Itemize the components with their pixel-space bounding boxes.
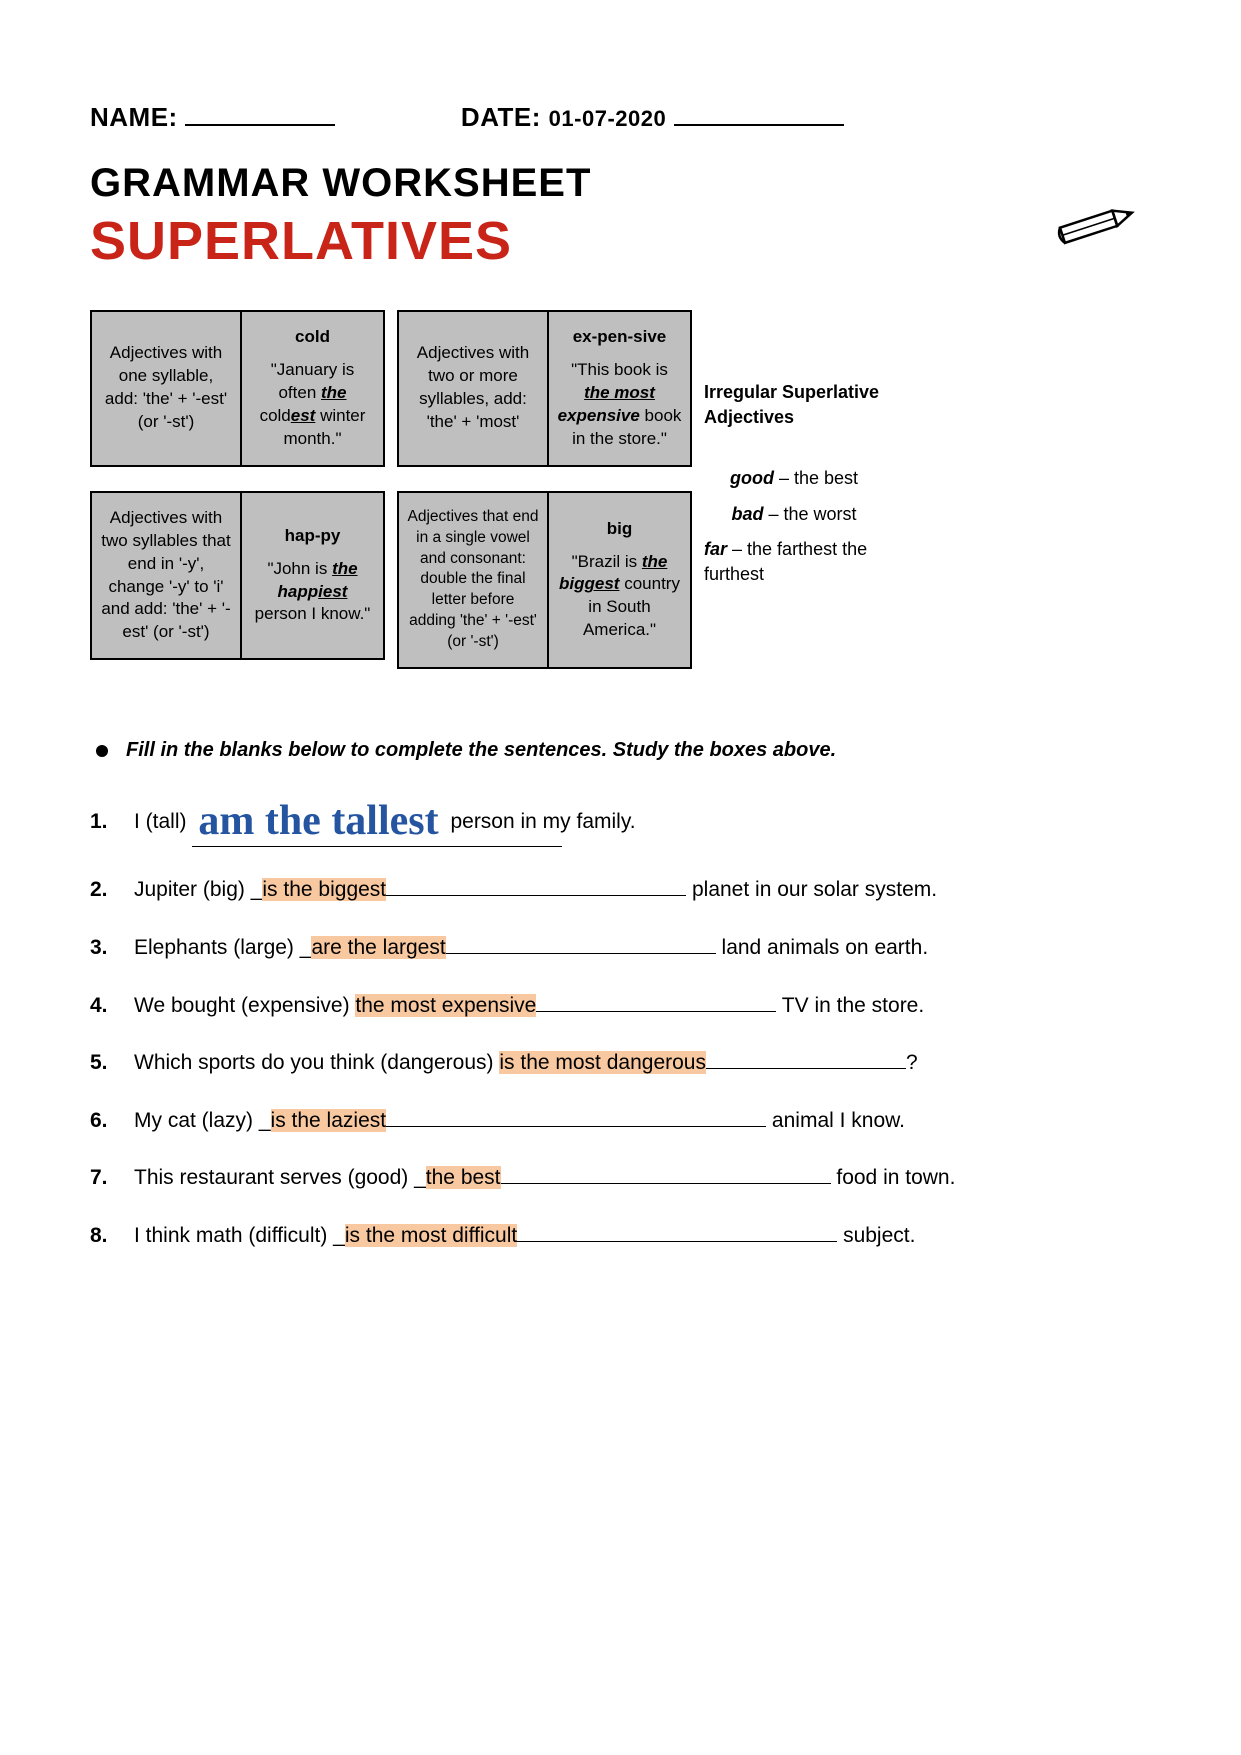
question-post: planet in our solar system. <box>686 878 937 901</box>
blank-line[interactable] <box>386 1106 766 1127</box>
blank-line[interactable] <box>706 1048 906 1069</box>
answer-highlight: is the laziest <box>271 1109 387 1132</box>
answer-highlight: the best <box>426 1166 501 1189</box>
question-row: 3. Elephants (large) _are the largest lan… <box>90 931 1151 965</box>
name-blank[interactable] <box>185 100 335 126</box>
answer-highlight: is the biggest <box>262 878 386 901</box>
irregular-box: Irregular Superlative Adjectives good – … <box>704 310 884 669</box>
instruction-text: Fill in the blanks below to complete the… <box>126 739 836 762</box>
question-number: 5. <box>90 1051 120 1075</box>
question-body: We bought (expensive) the most expensive… <box>134 989 1151 1023</box>
question-number: 1. <box>90 810 120 834</box>
answer-highlight: are the largest <box>311 936 445 959</box>
question-pre: I (tall) <box>134 810 192 833</box>
instruction-line: Fill in the blanks below to complete the… <box>90 739 1151 762</box>
worksheet-title-1: GRAMMAR WORKSHEET <box>90 161 591 206</box>
rule-1-example: cold "January is often the coldest winte… <box>240 310 385 467</box>
question-pre: My cat (lazy) _ <box>134 1109 271 1132</box>
rules-grid: Adjectives with one syllable, add: 'the'… <box>90 310 1151 669</box>
question-post: food in town. <box>831 1166 956 1189</box>
question-body: This restaurant serves (good) _the best … <box>134 1161 1151 1195</box>
date-blank[interactable] <box>674 100 844 126</box>
blank-line[interactable] <box>501 1163 831 1184</box>
irregular-item-far: far – the farthest the furthest <box>704 537 884 587</box>
irregular-heading: Irregular Superlative Adjectives <box>704 380 884 430</box>
rule-row-2: Adjectives with two or more syllables, a… <box>397 310 692 467</box>
question-row: 2. Jupiter (big) _is the biggest planet i… <box>90 873 1151 907</box>
date-value: 01-07-2020 <box>549 106 667 131</box>
question-post: subject. <box>837 1224 915 1247</box>
answer-highlight: the most expensive <box>355 994 536 1017</box>
question-number: 3. <box>90 936 120 960</box>
blank-line[interactable] <box>446 933 716 954</box>
question-post: TV in the store. <box>776 994 924 1017</box>
question-row: 1. I (tall) am the tallest person in my f… <box>90 782 1151 849</box>
rule-2-example: ex-pen-sive "This book is the most expen… <box>547 310 692 467</box>
question-post: ? <box>906 1051 918 1074</box>
question-pre: We bought (expensive) <box>134 994 355 1017</box>
question-body: Jupiter (big) _is the biggest planet in … <box>134 873 1151 907</box>
question-body: Elephants (large) _are the largest land … <box>134 931 1151 965</box>
rule-3-text: Adjectives with two syllables that end i… <box>90 491 240 661</box>
answer-handwritten: am the tallest <box>192 798 444 844</box>
title-row: GRAMMAR WORKSHEET SUPERLATIVES <box>90 161 1151 272</box>
question-row: 5. Which sports do you think (dangerous) … <box>90 1046 1151 1080</box>
question-body: I (tall) am the tallest person in my fam… <box>134 782 1151 849</box>
rule-1-text: Adjectives with one syllable, add: 'the'… <box>90 310 240 467</box>
questions-list: 1. I (tall) am the tallest person in my f… <box>90 782 1151 1252</box>
question-number: 7. <box>90 1166 120 1190</box>
rule-row-4: Adjectives that end in a single vowel an… <box>397 491 692 669</box>
question-body: My cat (lazy) _is the laziest animal I k… <box>134 1104 1151 1138</box>
answer-highlight: is the most dangerous <box>499 1051 706 1074</box>
question-number: 4. <box>90 994 120 1018</box>
rule-row-1: Adjectives with one syllable, add: 'the'… <box>90 310 385 467</box>
question-row: 6. My cat (lazy) _is the laziest animal I… <box>90 1104 1151 1138</box>
pencil-icon <box>1041 191 1141 266</box>
question-pre: Elephants (large) _ <box>134 936 311 959</box>
answer-highlight: is the most difficult <box>345 1224 517 1247</box>
rule-4-example: big "Brazil is the biggest country in So… <box>547 491 692 669</box>
rule-4-text: Adjectives that end in a single vowel an… <box>397 491 547 669</box>
question-pre: This restaurant serves (good) _ <box>134 1166 426 1189</box>
question-number: 2. <box>90 878 120 902</box>
question-number: 6. <box>90 1109 120 1133</box>
question-row: 7. This restaurant serves (good) _the bes… <box>90 1161 1151 1195</box>
question-pre: Which sports do you think (dangerous) <box>134 1051 499 1074</box>
question-post: land animals on earth. <box>716 936 928 959</box>
bullet-icon <box>96 745 108 757</box>
question-row: 8. I think math (difficult) _is the most … <box>90 1219 1151 1253</box>
blank-line[interactable] <box>536 991 776 1012</box>
rule-2-text: Adjectives with two or more syllables, a… <box>397 310 547 467</box>
question-body: I think math (difficult) _is the most di… <box>134 1219 1151 1253</box>
rule-3-example: hap-py "John is the happiest person I kn… <box>240 491 385 661</box>
question-number: 8. <box>90 1224 120 1248</box>
question-pre: I think math (difficult) _ <box>134 1224 345 1247</box>
question-post: animal I know. <box>766 1109 905 1132</box>
irregular-item-good: good – the best <box>704 466 884 491</box>
question-pre: Jupiter (big) _ <box>134 878 262 901</box>
header-line: NAME: DATE: 01-07-2020 <box>90 100 1151 133</box>
question-row: 4. We bought (expensive) the most expensi… <box>90 989 1151 1023</box>
irregular-item-bad: bad – the worst <box>704 502 884 527</box>
question-body: Which sports do you think (dangerous) is… <box>134 1046 1151 1080</box>
blank-line[interactable] <box>517 1221 837 1242</box>
date-label: DATE: <box>461 102 541 132</box>
worksheet-title-2: SUPERLATIVES <box>90 210 591 272</box>
name-label: NAME: <box>90 102 178 132</box>
blank-line[interactable] <box>386 875 686 896</box>
rule-row-3: Adjectives with two syllables that end i… <box>90 491 385 661</box>
